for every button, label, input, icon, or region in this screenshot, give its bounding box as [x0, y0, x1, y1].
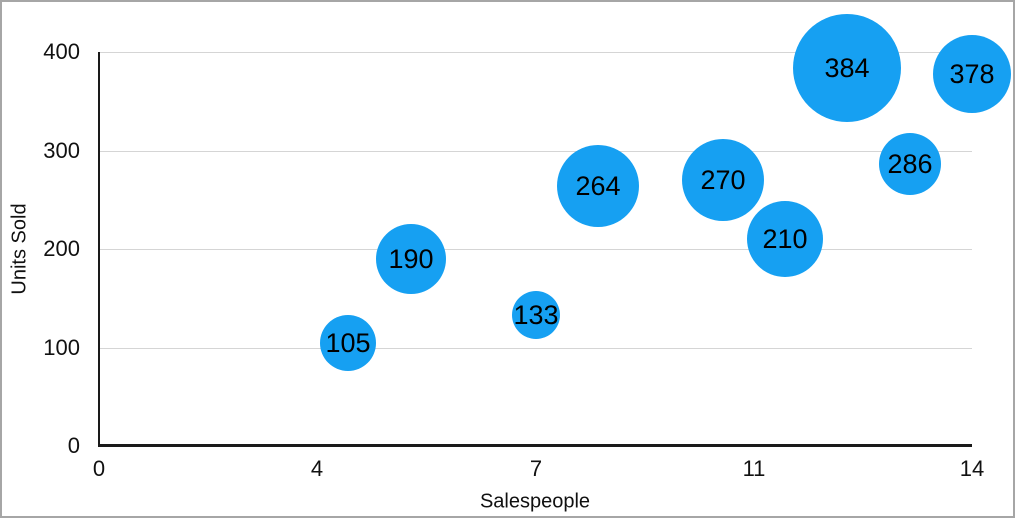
x-axis-title: Salespeople	[479, 490, 591, 513]
bubble-286[interactable]: 286	[879, 133, 941, 195]
gridline-y-100	[99, 348, 972, 349]
bubble-label: 384	[824, 52, 870, 83]
x-tick-label: 4	[310, 456, 324, 481]
y-tick-label: 400	[43, 39, 80, 64]
bubble-label: 133	[513, 299, 559, 330]
gridline-y-400	[99, 52, 972, 53]
x-axis-line	[98, 444, 972, 447]
gridline-y-200	[99, 249, 972, 250]
bubble-105[interactable]: 105	[320, 315, 376, 371]
bubble-190[interactable]: 190	[376, 224, 446, 294]
gridline-y-300	[99, 151, 972, 152]
y-tick-label: 200	[43, 236, 80, 261]
y-tick-label: 0	[67, 433, 80, 458]
bubble-210[interactable]: 210	[747, 201, 823, 277]
bubble-label: 105	[325, 327, 371, 358]
bubble-270[interactable]: 270	[682, 139, 764, 221]
bubble-133[interactable]: 133	[512, 291, 560, 339]
y-tick-label: 100	[43, 335, 80, 360]
x-tick-label: 7	[529, 456, 543, 481]
bubble-label: 264	[575, 170, 621, 201]
bubble-264[interactable]: 264	[557, 145, 639, 227]
x-tick-label: 0	[92, 456, 106, 481]
bubble-label: 286	[887, 148, 933, 179]
bubble-label: 378	[949, 58, 995, 89]
y-tick-label: 300	[43, 138, 80, 163]
bubble-label: 270	[700, 164, 746, 195]
y-axis-line	[98, 52, 100, 446]
bubble-label: 190	[388, 243, 434, 274]
bubble-label: 210	[762, 223, 808, 254]
bubble-378[interactable]: 378	[933, 35, 1011, 113]
bubble-384[interactable]: 384	[793, 14, 901, 122]
x-tick-label: 11	[742, 456, 766, 481]
x-tick-label: 14	[959, 456, 985, 481]
